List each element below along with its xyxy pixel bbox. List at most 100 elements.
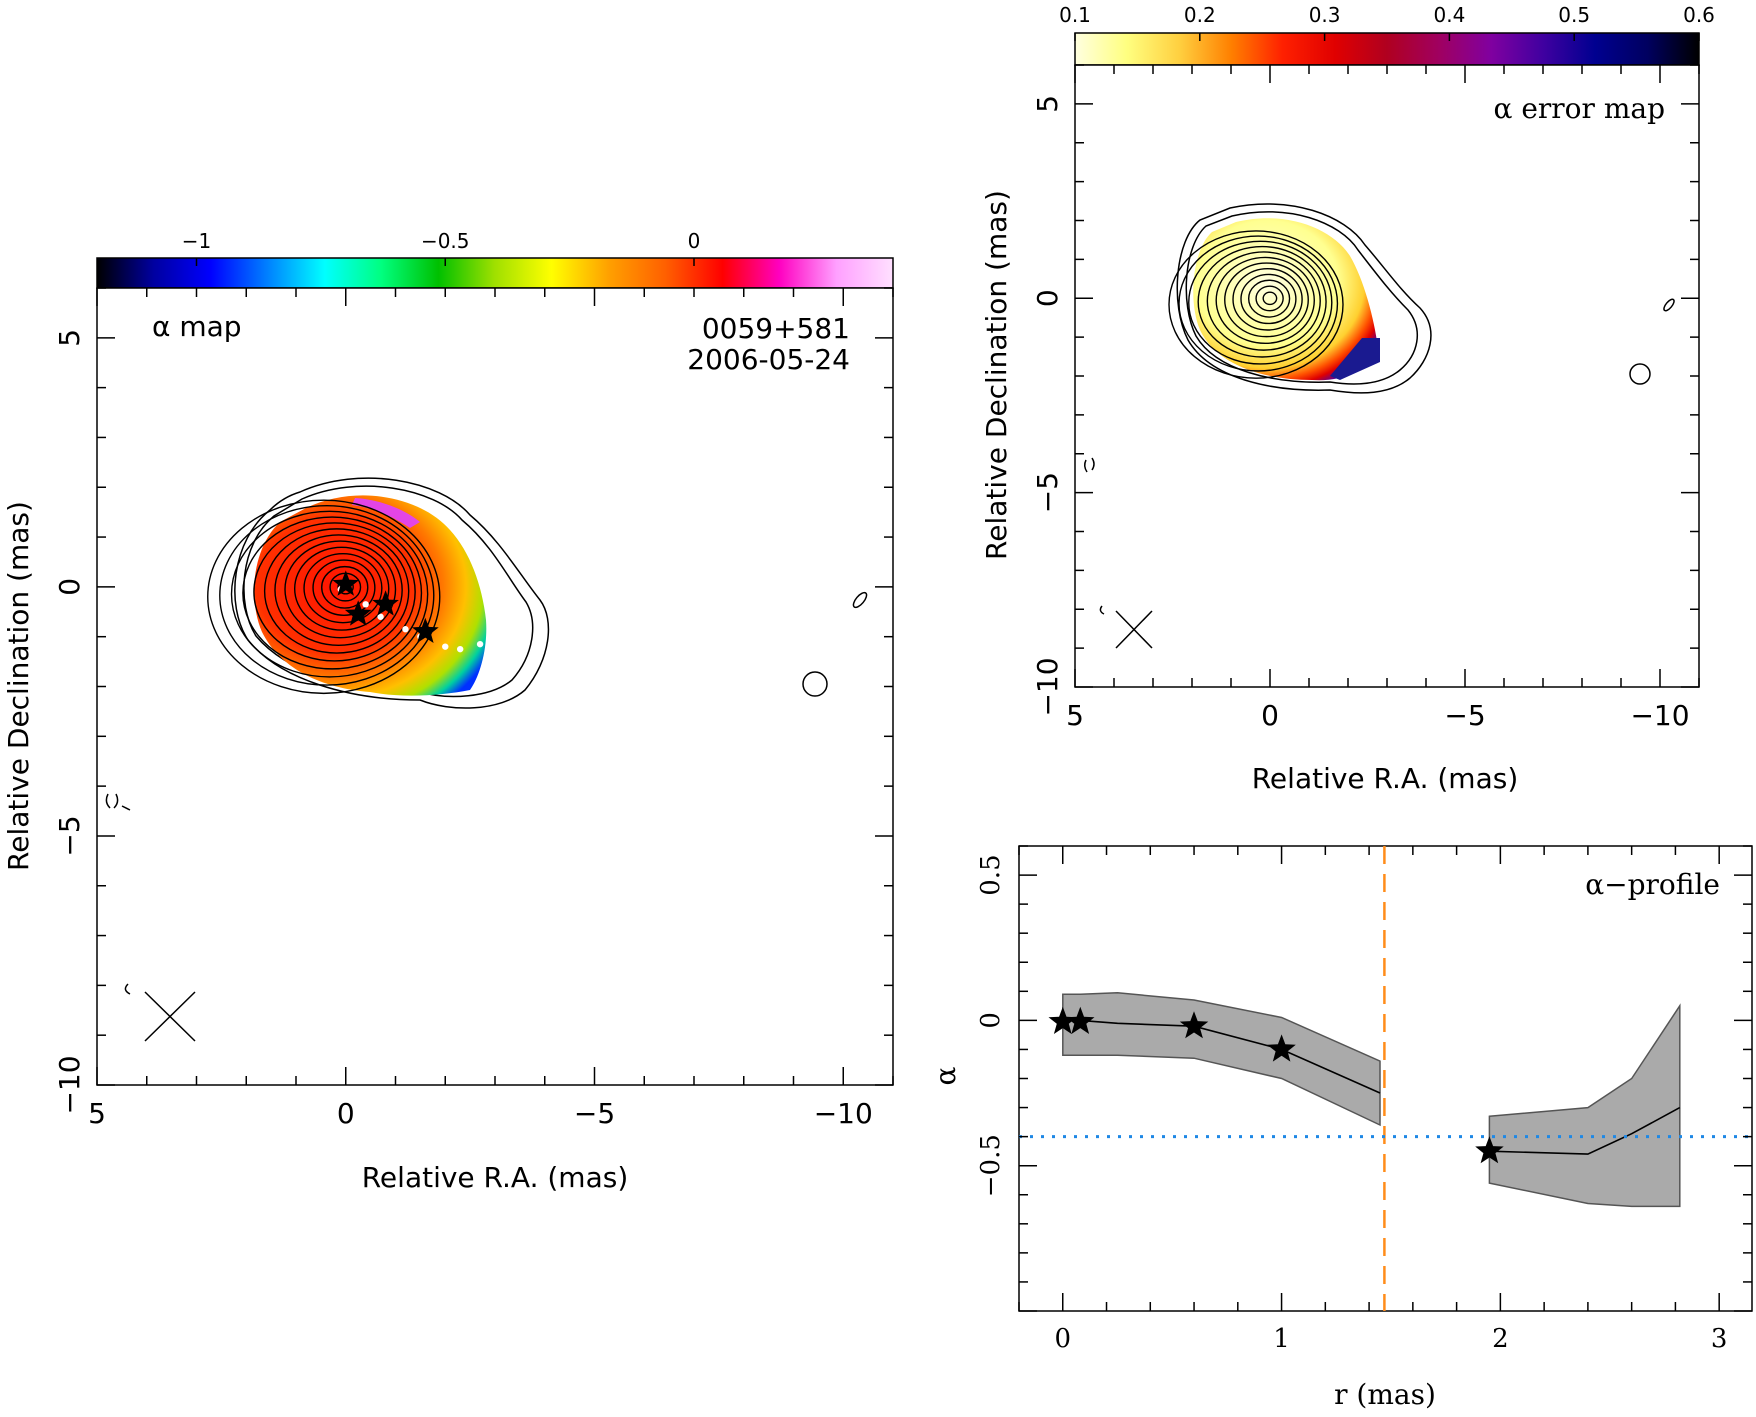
component-star <box>372 590 399 616</box>
noise-fragment <box>105 793 131 811</box>
contour-line <box>219 505 435 686</box>
colorbar-tick-label: 0.2 <box>1184 3 1216 27</box>
y-tick-label: −5 <box>1031 472 1064 513</box>
beam-ellipse <box>1629 363 1651 385</box>
contour-line <box>1224 262 1309 338</box>
alpha-profile-panel: 0 1 2 3 0.5 0 −0.5 α−profile r (mas) α <box>929 845 1753 1411</box>
contour-line <box>303 552 383 624</box>
magenta-edge <box>352 498 420 528</box>
profile-star <box>1179 1011 1209 1039</box>
profile-axes: 0 1 2 3 0.5 0 −0.5 <box>976 845 1752 1354</box>
colorbar-tick-label: −0.5 <box>421 229 470 253</box>
purple-edge <box>1330 338 1380 380</box>
error-source-emission <box>1168 203 1432 394</box>
cross-marker <box>1115 610 1153 649</box>
component-stars <box>332 570 439 643</box>
noise-fragment-2 <box>124 983 131 995</box>
alpha-map-label: α map <box>152 310 242 343</box>
contour-line <box>312 559 376 616</box>
colorbar-tick-label: 0 <box>688 229 701 253</box>
cross-marker <box>144 991 196 1042</box>
contour-line <box>321 565 369 609</box>
contour-line <box>1240 273 1297 325</box>
contour-line <box>230 510 429 678</box>
x-tick-label: 0 <box>1261 699 1279 732</box>
x-tick-label: −5 <box>574 1097 615 1130</box>
beam-ellipse <box>802 671 828 697</box>
contour-line <box>1262 291 1278 306</box>
contour-line <box>1168 230 1344 379</box>
profile-star <box>1048 1006 1077 1034</box>
error-map-xlabel: Relative R.A. (mas) <box>1252 762 1519 795</box>
alpha-map-ylabel: Relative Declination (mas) <box>2 501 35 871</box>
noise-contour <box>1663 298 1675 312</box>
colorbar-tick-label: 0.1 <box>1059 3 1091 27</box>
x-tick-label: −5 <box>1444 699 1485 732</box>
profile-star <box>1267 1034 1296 1062</box>
profile-star <box>1475 1136 1504 1164</box>
error-map-frame <box>1074 64 1700 688</box>
alpha-fill-region <box>254 495 487 696</box>
noise-fragment <box>1083 457 1095 473</box>
contour-line <box>274 534 403 647</box>
error-map-ylabel: Relative Declination (mas) <box>980 190 1013 560</box>
component-star <box>332 570 360 596</box>
x-tick-label: 5 <box>88 1097 106 1130</box>
error-colorbar <box>1074 32 1700 66</box>
contour-line <box>1206 251 1321 351</box>
profile-error-bands <box>1062 992 1681 1208</box>
y-tick-label: −10 <box>53 1055 86 1114</box>
outer-contour <box>1176 203 1432 394</box>
ridge-point <box>362 601 369 608</box>
alpha-colorbar-ticks: −1 −0.5 0 <box>182 229 701 266</box>
colorbar-tick-label: −1 <box>182 229 211 253</box>
colorbar-tick-label: 0.4 <box>1433 3 1465 27</box>
y-tick-label: 5 <box>1031 95 1064 113</box>
y-tick-label: 0.5 <box>976 854 1006 895</box>
outer-contour-2 <box>1185 211 1418 385</box>
x-tick-label: −10 <box>1630 699 1689 732</box>
x-tick-label: 5 <box>1066 699 1084 732</box>
outer-contour-2 <box>243 485 534 698</box>
x-tick-label: 0 <box>337 1097 355 1130</box>
contour-line <box>207 499 441 695</box>
y-tick-label: −0.5 <box>976 1134 1006 1197</box>
profile-star <box>1066 1006 1095 1034</box>
y-tick-label: 0 <box>53 578 86 596</box>
profile-line <box>1489 1106 1681 1155</box>
epoch-date: 2006-05-24 <box>687 343 850 376</box>
alpha-contours <box>207 499 441 695</box>
y-tick-label: −10 <box>1031 657 1064 716</box>
contour-line <box>293 546 390 631</box>
profile-stars <box>1048 1006 1504 1164</box>
error-contours <box>1168 230 1344 379</box>
contour-line <box>1188 240 1333 365</box>
y-tick-label: −5 <box>53 815 86 856</box>
y-tick-label: 5 <box>53 329 86 347</box>
contour-line <box>263 528 410 654</box>
component-star <box>412 617 439 643</box>
x-tick-label: 3 <box>1711 1324 1728 1354</box>
contour-line <box>1215 256 1315 345</box>
x-tick-label: −10 <box>814 1097 873 1130</box>
ridge-point <box>377 613 384 620</box>
ridge-point <box>442 643 449 650</box>
source-name: 0059+581 <box>702 312 850 345</box>
profile-ylabel: α <box>929 1066 962 1085</box>
ridge-point <box>456 645 464 653</box>
ridge-point <box>402 626 409 633</box>
contour-line <box>1178 235 1339 372</box>
x-tick-label: 2 <box>1492 1324 1509 1354</box>
error-colorbar-ticks: 0.1 0.2 0.3 0.4 0.5 0.6 <box>1059 3 1715 41</box>
alpha-map-xlabel: Relative R.A. (mas) <box>362 1161 629 1194</box>
colorbar-tick-label: 0.3 <box>1309 3 1341 27</box>
alpha-colorbar <box>96 257 894 289</box>
contour-line <box>242 516 423 670</box>
alpha-map-frame <box>96 287 894 1086</box>
profile-label: α−profile <box>1585 868 1720 901</box>
error-band <box>1488 1003 1681 1208</box>
